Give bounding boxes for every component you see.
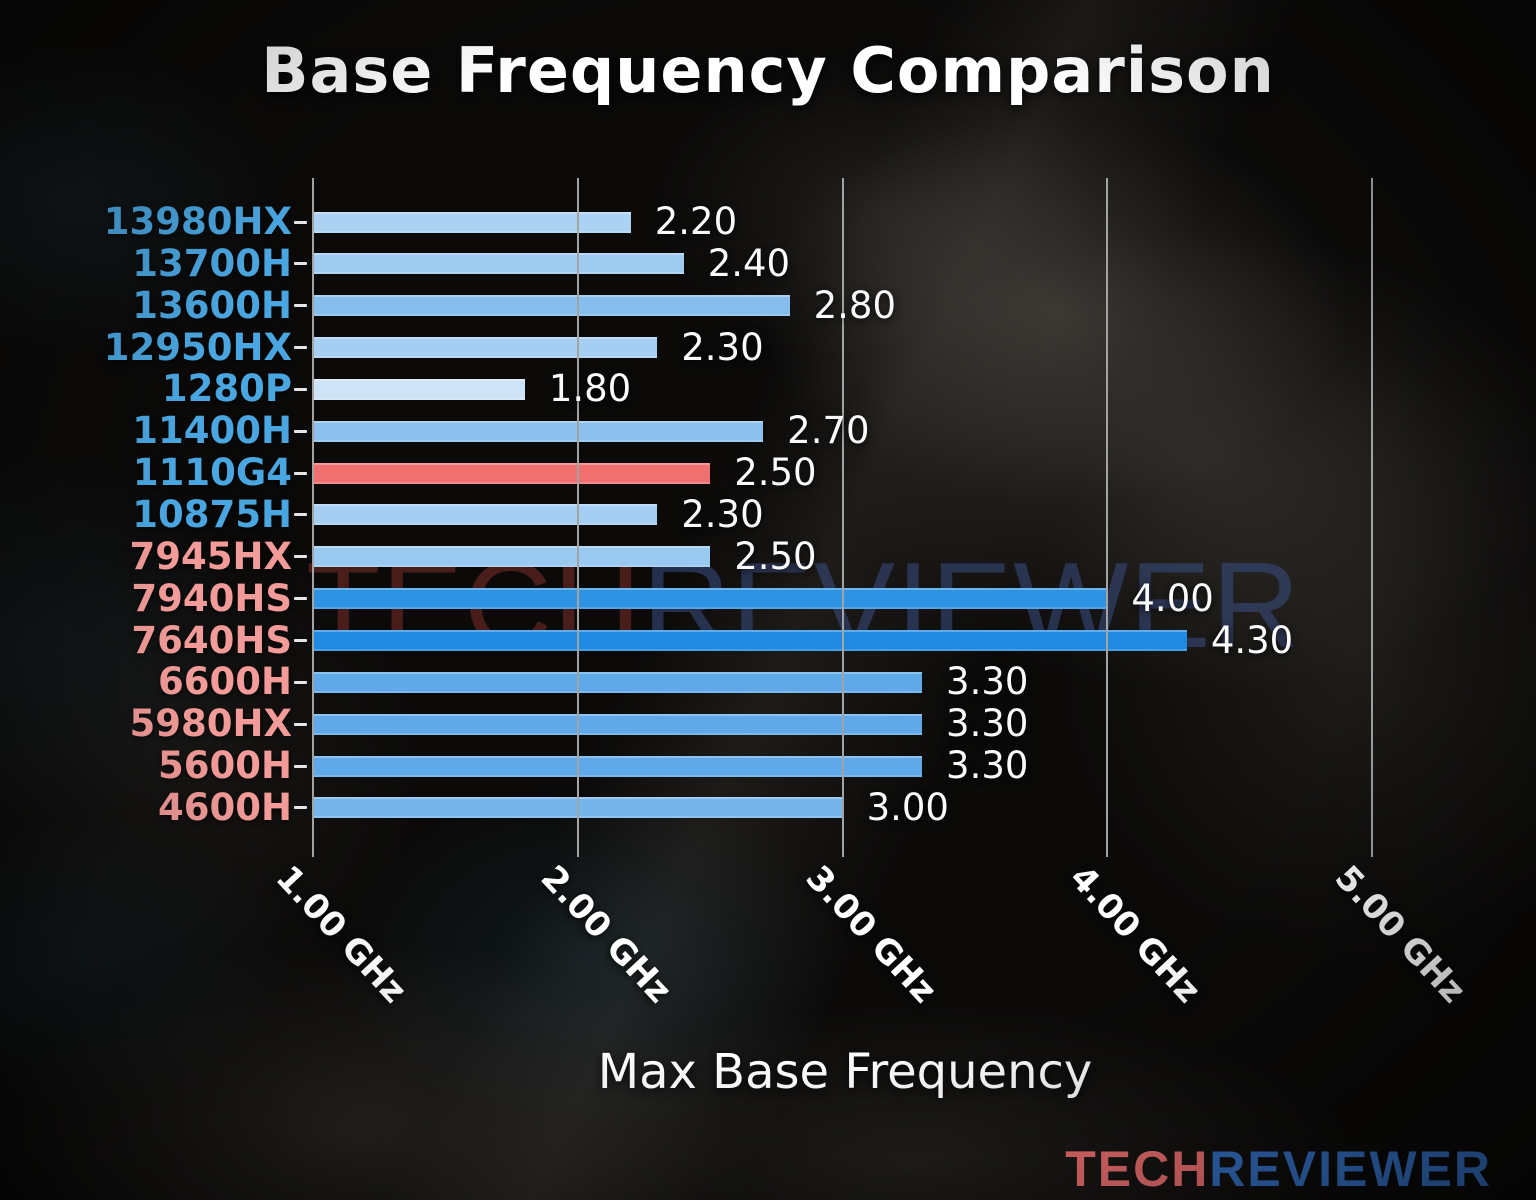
cpu-label-5980hx: 5980HX [129, 702, 292, 746]
y-tick-mark [294, 764, 307, 768]
cpu-label-13700h: 13700H [132, 241, 292, 285]
frequency-bar-7945hx [313, 546, 711, 568]
cpu-label-11400h: 11400H [132, 409, 292, 453]
frequency-bar-11400h [313, 420, 764, 442]
cpu-label-13980hx: 13980HX [103, 200, 292, 243]
y-tick-mark [294, 806, 307, 810]
y-tick-mark [294, 346, 307, 350]
frequency-bar-7940hs [313, 588, 1108, 610]
cpu-label-1110g4: 1110G4 [132, 451, 292, 495]
value-label: 3.30 [946, 744, 1029, 788]
cpu-label-10875h: 10875H [132, 492, 292, 536]
frequency-bar-13980hx [313, 211, 631, 233]
frequency-bar-6600h [313, 671, 923, 693]
x-tick-label: 3.00 GHz [797, 858, 944, 1011]
frequency-bar-13600h [313, 295, 790, 317]
y-tick-mark [294, 471, 307, 475]
value-label: 2.50 [734, 451, 817, 495]
y-tick-mark [294, 722, 307, 726]
frequency-bar-12950hx [313, 337, 658, 359]
cpu-label-7640hs: 7640HS [131, 618, 292, 662]
frequency-bar-10875h [313, 504, 658, 526]
gridline [576, 178, 579, 857]
value-label: 2.30 [681, 325, 764, 369]
y-tick-mark [294, 387, 307, 391]
x-tick-label: 1.00 GHz [267, 858, 415, 1011]
y-tick-mark [294, 513, 307, 517]
value-label: 2.30 [681, 492, 764, 536]
value-label: 2.70 [787, 409, 870, 453]
frequency-bar-5980hx [313, 713, 923, 735]
cpu-label-5600h: 5600H [158, 744, 292, 788]
value-label: 4.00 [1131, 576, 1214, 620]
x-tick-label: 4.00 GHz [1062, 858, 1209, 1011]
gridline [841, 178, 844, 857]
value-label: 4.30 [1210, 618, 1294, 662]
value-label: 2.80 [813, 283, 897, 327]
value-label: 2.20 [654, 200, 738, 243]
value-label: 1.80 [548, 367, 632, 411]
y-tick-mark [294, 555, 307, 559]
x-tick-label: 5.00 GHz [1326, 858, 1474, 1011]
x-tick-label: 2.00 GHz [532, 858, 680, 1011]
gridline [1106, 178, 1109, 857]
frequency-bar-5600h [313, 755, 923, 777]
value-label: 3.30 [946, 702, 1029, 746]
cpu-label-12950hx: 12950HX [103, 325, 292, 369]
cpu-label-4600h: 4600H [158, 785, 292, 829]
gridline [1371, 178, 1374, 857]
chart-title: Base Frequency Comparison [261, 34, 1275, 107]
cpu-label-7945hx: 7945HX [129, 534, 292, 578]
value-label: 3.00 [866, 785, 949, 829]
value-label: 2.40 [707, 241, 791, 285]
frequency-bar-1110g4 [313, 462, 711, 484]
cpu-label-13600h: 13600H [132, 283, 292, 327]
gridline [312, 178, 314, 857]
logo-reviewer: REVIEWER [1209, 1141, 1492, 1197]
y-tick-mark [294, 220, 307, 224]
y-tick-mark [294, 680, 307, 684]
cpu-label-7940hs: 7940HS [131, 576, 292, 620]
value-label: 3.30 [946, 660, 1029, 704]
cpu-label-6600h: 6600H [158, 660, 292, 704]
y-tick-mark [294, 639, 307, 643]
y-tick-mark [294, 429, 307, 433]
y-tick-mark [294, 597, 307, 601]
cpu-label-1280p: 1280P [161, 367, 292, 411]
frequency-bar-13700h [313, 253, 684, 275]
y-tick-mark [294, 304, 307, 308]
y-tick-mark [294, 262, 307, 266]
frequency-bar-1280p [313, 378, 525, 400]
techreviewer-logo: TECHREVIEWER [1065, 1140, 1492, 1198]
value-label: 2.50 [734, 534, 817, 578]
logo-tech: TECH [1065, 1141, 1210, 1197]
x-axis-title: Max Base Frequency [597, 1044, 1093, 1100]
frequency-bar-7640hs [313, 630, 1187, 652]
